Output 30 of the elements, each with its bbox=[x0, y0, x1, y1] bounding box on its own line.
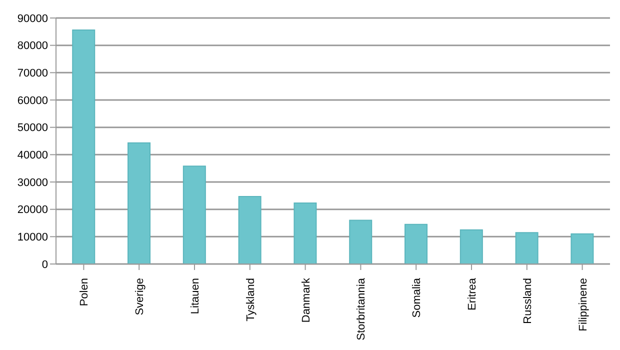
x-tick-label: Sverige bbox=[134, 278, 146, 316]
x-tick-label: Filippinene bbox=[577, 278, 590, 332]
bar bbox=[570, 233, 594, 264]
bar bbox=[128, 142, 151, 264]
y-tick-label: 70000 bbox=[17, 68, 48, 80]
y-tick-label: 30000 bbox=[17, 176, 48, 189]
y-tick-label: 80000 bbox=[17, 40, 48, 52]
y-tick-label: 90000 bbox=[17, 12, 48, 25]
bar bbox=[182, 166, 206, 264]
y-tick-label: 50000 bbox=[17, 122, 48, 134]
x-tick-label: Storbritannia bbox=[356, 277, 368, 340]
bar bbox=[294, 202, 317, 264]
y-tick-label: 20000 bbox=[17, 204, 48, 216]
y-tick-label: 10000 bbox=[17, 232, 48, 244]
bar bbox=[515, 232, 538, 264]
bar bbox=[349, 220, 372, 264]
x-tick-label: Tyskland bbox=[244, 278, 257, 322]
bar bbox=[404, 224, 428, 264]
bar bbox=[238, 196, 262, 264]
x-tick-label: Russland bbox=[522, 278, 534, 324]
x-tick-label: Somalia bbox=[411, 277, 424, 318]
x-tick-label: Eritrea bbox=[466, 277, 478, 310]
y-tick-label: 40000 bbox=[17, 150, 48, 162]
x-tick-label: Litauen bbox=[190, 278, 202, 314]
x-tick-label: Polen bbox=[78, 278, 91, 306]
bar bbox=[72, 30, 96, 264]
y-tick-label: 0 bbox=[42, 258, 48, 271]
y-tick-label: 60000 bbox=[17, 94, 48, 107]
x-tick-label: Danmark bbox=[300, 278, 312, 323]
bar bbox=[460, 229, 483, 264]
